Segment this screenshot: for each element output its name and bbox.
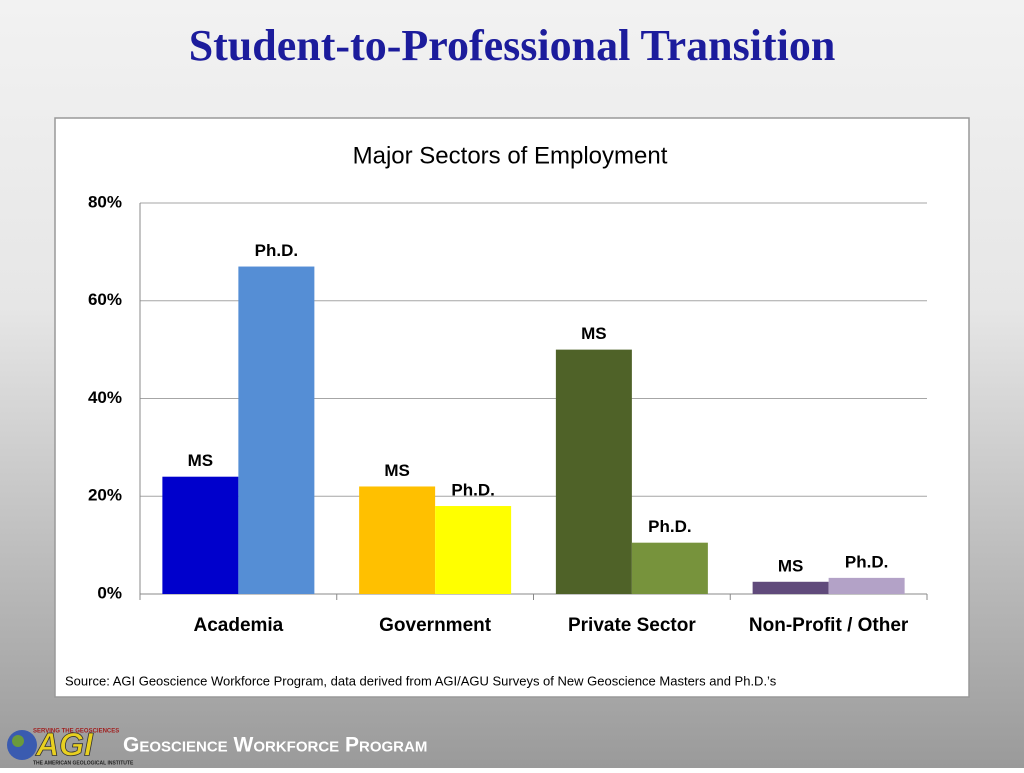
x-tick-label: Academia bbox=[193, 615, 283, 636]
logo: SERVING THE GEOSCIENCES AGI THE AMERICAN… bbox=[7, 726, 134, 766]
bar-label: MS bbox=[384, 461, 410, 480]
bar bbox=[631, 542, 708, 594]
bar-label: MS bbox=[188, 451, 214, 470]
x-tick-label: Private Sector bbox=[568, 615, 696, 636]
source-note: Source: AGI Geoscience Workforce Program… bbox=[65, 673, 777, 688]
logo-tagline: SERVING THE GEOSCIENCES bbox=[33, 729, 119, 735]
x-tick-label: Government bbox=[379, 615, 492, 636]
bar-label: Ph.D. bbox=[648, 517, 691, 536]
y-tick-label: 0% bbox=[97, 583, 122, 602]
y-tick-label: 20% bbox=[88, 486, 122, 505]
bar bbox=[162, 476, 239, 594]
slide-title: Student-to-Professional Transition bbox=[189, 21, 836, 70]
bar bbox=[359, 486, 436, 594]
bar-label: Ph.D. bbox=[451, 481, 494, 500]
y-tick-label: 40% bbox=[88, 388, 122, 407]
bar bbox=[238, 266, 315, 594]
y-tick-label: 80% bbox=[88, 192, 122, 211]
bar bbox=[828, 577, 905, 594]
bar-label: Ph.D. bbox=[845, 552, 888, 571]
y-tick-label: 60% bbox=[88, 290, 122, 309]
bar bbox=[752, 581, 829, 594]
x-tick-label: Non-Profit / Other bbox=[749, 615, 909, 636]
bar bbox=[555, 349, 632, 594]
bar-label: Ph.D. bbox=[255, 241, 298, 260]
logo-land bbox=[12, 735, 24, 747]
chart-title: Major Sectors of Employment bbox=[353, 142, 668, 169]
logo-subtitle: THE AMERICAN GEOLOGICAL INSTITUTE bbox=[33, 760, 134, 766]
bar-label: MS bbox=[581, 324, 607, 343]
logo-text: AGI bbox=[35, 726, 94, 762]
bar-label: MS bbox=[778, 556, 804, 575]
footer-program: Geoscience Workforce Program bbox=[123, 734, 427, 757]
bar bbox=[435, 506, 512, 594]
chart-frame bbox=[54, 117, 970, 698]
